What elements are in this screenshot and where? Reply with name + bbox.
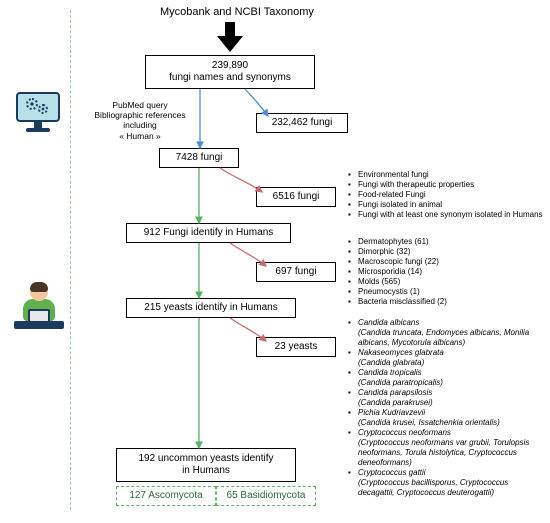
bullet-text: Environmental fungi	[358, 170, 429, 180]
person-laptop-icon	[12, 283, 66, 343]
bullet-text: Cryptococcus gattii	[358, 468, 426, 478]
bullet-subtext: (Candida parakrusei)	[348, 398, 543, 408]
box-192: 192 uncommon yeasts identify in Humans	[116, 448, 296, 482]
bullet-text: Pichia Kudriavzevii	[358, 408, 425, 418]
exclusion-list-1: ▪Environmental fungi▪Fungi with therapeu…	[348, 170, 548, 220]
bullet-text: Candida albicans	[358, 318, 419, 328]
bullet-subtext: (Cryptococcus bacillisporus, Cryptococcu…	[348, 478, 543, 498]
box-23: 23 yeasts	[256, 337, 336, 357]
bullet-text: Dimorphic (32)	[358, 247, 410, 257]
box-fungi-total-count: 239,890	[169, 60, 291, 72]
source-title: Mycobank and NCBI Taxonomy	[160, 6, 314, 18]
bullet-text: Fungi with at least one synonym isolated…	[358, 210, 543, 220]
box-697: 697 fungi	[256, 262, 336, 282]
bullet-text: Fungi with therapeutic properties	[358, 180, 474, 190]
bullet-text: Macroscopic fungi (22)	[358, 257, 439, 267]
box-6516: 6516 fungi	[256, 187, 336, 207]
bullet-text: Fungi isolated in animal	[358, 200, 442, 210]
bullet-text: Pneumocystis (1)	[358, 287, 420, 297]
exclusion-list-3: ▪Candida albicans(Candida truncata, Endo…	[348, 318, 543, 498]
box-7428: 7428 fungi	[159, 148, 239, 168]
bullet-text: Candida parapsilosis	[358, 388, 432, 398]
bullet-subtext: (Candida truncata, Endomyces albicans, M…	[348, 328, 543, 348]
bullet-subtext: (Candida krusei, Issatchenkia orientalis…	[348, 418, 543, 428]
bullet-text: Nakaseomyces glabrata	[358, 348, 444, 358]
box-ascomycota: 127 Ascomycota	[116, 486, 216, 506]
computer-icon	[16, 92, 60, 136]
bullet-text: Molds (565)	[358, 277, 400, 287]
box-fungi-total-label: fungi names and synonyms	[169, 72, 291, 84]
exclusion-list-2: ▪Dermatophytes (61)▪Dimorphic (32)▪Macro…	[348, 237, 528, 307]
flowchart-canvas: Mycobank and NCBI Taxonomy 239,890 fungi…	[0, 0, 550, 523]
bullet-text: Cryptococcus neoformans	[358, 428, 451, 438]
box-basidiomycota: 65 Basidiomycota	[216, 486, 316, 506]
box-fungi-nonhuman: 232,462 fungi	[256, 113, 348, 133]
box-912: 912 Fungi identify in Humans	[126, 223, 291, 243]
box-fungi-total: 239,890 fungi names and synonyms	[145, 55, 315, 89]
bullet-subtext: (Candida glabrata)	[348, 358, 543, 368]
bullet-text: Bacteria misclassified (2)	[358, 297, 447, 307]
bullet-subtext: (Cryptococcus neoformans var grubii, Tor…	[348, 438, 543, 468]
section-divider	[70, 10, 71, 510]
bullet-text: Dermatophytes (61)	[358, 237, 429, 247]
down-arrow-icon	[215, 22, 245, 52]
box-215: 215 yeasts identify in Humans	[126, 298, 296, 318]
pubmed-query-label: PubMed query Bibliographic references in…	[90, 100, 190, 141]
bullet-subtext: (Candida paratropicalis)	[348, 378, 543, 388]
bullet-text: Candida tropicalis	[358, 368, 422, 378]
bullet-text: Food-related Fungi	[358, 190, 426, 200]
bullet-text: Microsporidia (14)	[358, 267, 422, 277]
